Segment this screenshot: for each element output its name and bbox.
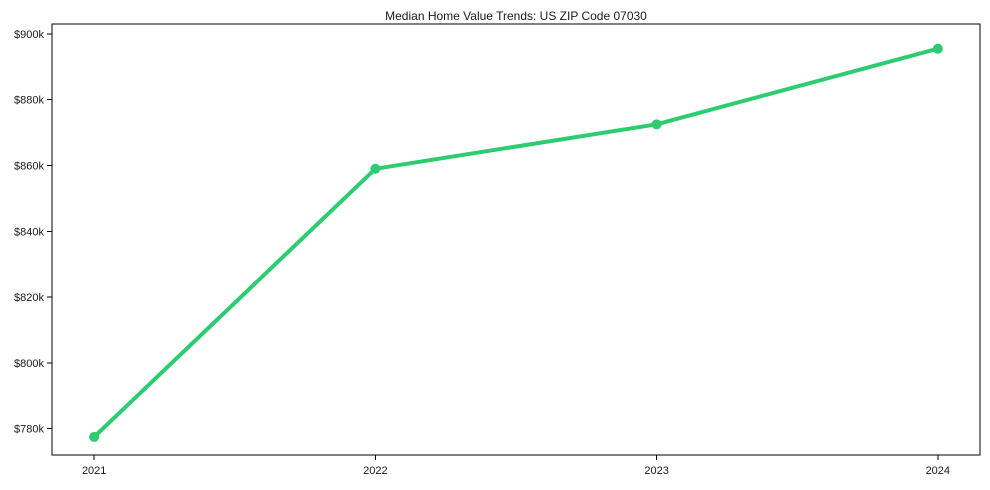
x-tick-label: 2024	[926, 465, 950, 477]
y-tick-label: $800k	[14, 358, 44, 370]
data-point-2022	[370, 163, 381, 174]
y-tick-label: $900k	[14, 29, 44, 41]
x-tick-label: 2022	[363, 465, 387, 477]
series-line-median-home-value	[92, 46, 940, 439]
data-point-2024	[932, 43, 943, 54]
y-tick-label: $820k	[14, 292, 44, 304]
chart-title: Median Home Value Trends: US ZIP Code 07…	[385, 9, 647, 23]
y-tick-label: $860k	[14, 160, 44, 172]
x-tick-label: 2021	[82, 465, 106, 477]
y-tick-label: $880k	[14, 95, 44, 107]
plot-area	[51, 23, 981, 456]
data-point-2021	[89, 431, 100, 442]
data-point-2023	[651, 119, 662, 130]
y-tick-label: $780k	[14, 424, 44, 436]
y-tick-label: $840k	[14, 226, 44, 238]
x-tick-label: 2023	[644, 465, 668, 477]
